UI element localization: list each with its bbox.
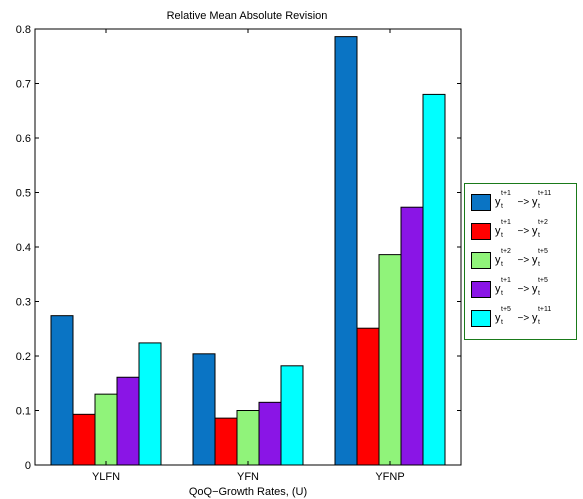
legend-item-5: y t+5 t −> y t+11 t [471,306,575,331]
y-tick-label: 0.6 [16,133,31,145]
bar-yfnp-series-1 [334,36,358,466]
bar-yfnp-series-4 [400,206,424,466]
x-tick-label: YLFN [92,471,120,483]
legend: y t+1 t −> y t+11 t y t+1 t −> y t+2 t y t+2 t −> y t+5 t… [464,183,577,340]
bar-ylfn-series-2 [72,413,96,466]
legend-item-1: y t+1 t −> y t+11 t [471,190,575,215]
bar-ylfn-series-1 [50,315,74,466]
bar-yfn-series-2 [214,417,238,466]
x-tick-label: YFNP [375,471,404,483]
legend-swatch [471,281,491,298]
y-tick-label: 0 [25,460,31,472]
chart-title: Relative Mean Absolute Revision [167,10,328,22]
bar-yfnp-series-3 [378,254,402,466]
legend-label: y t+5 t −> y t+11 t [495,306,552,326]
y-tick-label: 0.5 [16,188,31,200]
bar-ylfn-series-3 [94,393,118,466]
bar-yfnp-series-5 [422,93,446,466]
legend-swatch [471,310,491,327]
y-tick-label: 0.8 [16,24,31,36]
legend-label: y t+1 t −> y t+5 t [495,277,548,297]
legend-item-3: y t+2 t −> y t+5 t [471,248,575,273]
legend-swatch [471,252,491,269]
y-tick-label: 0.4 [16,242,31,254]
x-tick-label: YFN [237,471,259,483]
bar-yfnp-series-2 [356,327,380,466]
y-tick-label: 0.3 [16,297,31,309]
bar-yfn-series-5 [280,365,304,466]
bar-yfn-series-1 [192,353,216,466]
bar-ylfn-series-4 [116,376,140,466]
legend-item-2: y t+1 t −> y t+2 t [471,219,575,244]
y-tick-label: 0.7 [16,79,31,91]
bar-ylfn-series-5 [138,342,162,466]
legend-label: y t+2 t −> y t+5 t [495,248,548,268]
legend-item-4: y t+1 t −> y t+5 t [471,277,575,302]
x-axis-label: QoQ−Growth Rates, (U) [189,486,307,498]
legend-swatch [471,194,491,211]
legend-swatch [471,223,491,240]
bar-yfn-series-3 [236,410,260,466]
y-tick-label: 0.2 [16,351,31,363]
y-tick-label: 0.1 [16,406,31,418]
legend-label: y t+1 t −> y t+11 t [495,190,552,210]
legend-label: y t+1 t −> y t+2 t [495,219,548,239]
bar-yfn-series-4 [258,401,282,466]
